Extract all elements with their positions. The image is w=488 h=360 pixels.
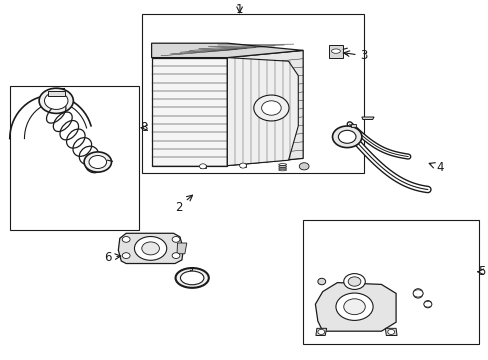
Circle shape xyxy=(347,277,360,286)
Circle shape xyxy=(332,126,361,148)
Circle shape xyxy=(239,163,246,168)
Bar xyxy=(303,220,478,344)
Circle shape xyxy=(338,130,355,143)
Ellipse shape xyxy=(423,301,431,308)
Circle shape xyxy=(142,242,159,255)
Polygon shape xyxy=(177,243,186,254)
Text: 2: 2 xyxy=(174,195,192,213)
Polygon shape xyxy=(48,91,64,96)
Circle shape xyxy=(44,92,68,109)
Polygon shape xyxy=(227,58,298,166)
Bar xyxy=(10,86,139,230)
Circle shape xyxy=(261,101,281,115)
Circle shape xyxy=(89,156,106,168)
Polygon shape xyxy=(227,50,303,166)
Text: 6: 6 xyxy=(103,251,121,264)
Text: 4: 4 xyxy=(428,161,443,174)
Ellipse shape xyxy=(175,268,208,288)
Circle shape xyxy=(134,237,166,260)
Polygon shape xyxy=(315,283,395,331)
Polygon shape xyxy=(151,58,227,166)
Circle shape xyxy=(122,253,130,258)
Polygon shape xyxy=(350,124,355,127)
Circle shape xyxy=(335,293,372,320)
Polygon shape xyxy=(361,117,373,120)
Circle shape xyxy=(343,274,365,289)
Bar xyxy=(142,14,364,173)
Circle shape xyxy=(199,164,206,169)
Polygon shape xyxy=(385,328,396,336)
Circle shape xyxy=(343,299,365,315)
Circle shape xyxy=(423,301,431,307)
Polygon shape xyxy=(199,165,206,168)
Circle shape xyxy=(84,152,111,172)
Ellipse shape xyxy=(317,278,325,285)
Circle shape xyxy=(412,290,422,297)
Circle shape xyxy=(172,253,180,258)
Polygon shape xyxy=(328,45,343,58)
Polygon shape xyxy=(151,43,303,58)
Text: 1: 1 xyxy=(235,3,243,15)
Ellipse shape xyxy=(180,271,203,285)
Circle shape xyxy=(387,329,394,334)
Circle shape xyxy=(172,237,180,242)
Text: 5: 5 xyxy=(477,265,485,278)
Text: 8: 8 xyxy=(140,121,148,134)
Polygon shape xyxy=(239,164,246,167)
Circle shape xyxy=(122,237,130,242)
Circle shape xyxy=(39,88,73,113)
Ellipse shape xyxy=(412,289,422,298)
Ellipse shape xyxy=(331,49,340,53)
Polygon shape xyxy=(118,233,183,264)
Polygon shape xyxy=(315,328,326,336)
Text: 7: 7 xyxy=(186,267,194,280)
Text: 3: 3 xyxy=(343,49,367,62)
Circle shape xyxy=(317,329,324,334)
Circle shape xyxy=(253,95,288,121)
Circle shape xyxy=(299,163,308,170)
